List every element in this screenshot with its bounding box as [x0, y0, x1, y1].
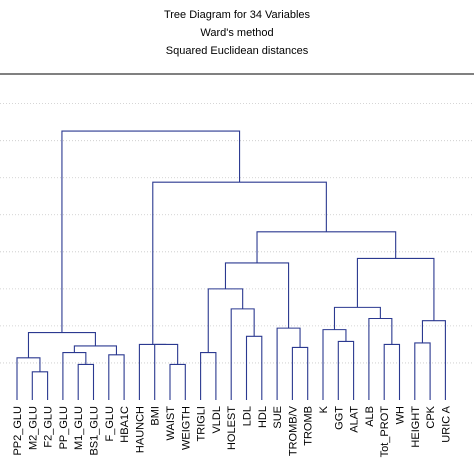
leaf-label: M2_GLU [27, 406, 39, 450]
dendrogram-links [16, 130, 446, 400]
dendrogram-link [256, 231, 397, 263]
leaf-label: LDL [242, 406, 254, 426]
dendrogram-link [337, 340, 355, 400]
chart-subtitle: Ward's method [200, 27, 274, 39]
dendrogram-link [77, 363, 95, 400]
leaf-label: WEIGTH [180, 406, 192, 450]
leaf-label: F2_GLU [43, 406, 55, 448]
dendrogram-link [414, 342, 431, 400]
dendrogram-link [421, 320, 446, 400]
dendrogram-link [383, 343, 401, 400]
dendrogram-link [224, 262, 290, 329]
dendrogram-link [138, 343, 167, 400]
dendrogram-link [62, 352, 87, 400]
dendrogram-link [322, 329, 347, 400]
grid-lines [0, 103, 474, 364]
leaf-label: TROMB [303, 406, 315, 446]
leaf-label: CPK [425, 405, 437, 428]
dendrogram-link [154, 343, 179, 400]
dendrogram-link [276, 327, 301, 400]
leaf-label: WH [395, 406, 407, 424]
leaf-label: BMI [150, 406, 162, 426]
leaf-label: HDL [257, 406, 269, 428]
dendrogram-link [230, 308, 255, 400]
dendrogram-link [61, 130, 241, 333]
leaf-label: TRIGLI [196, 406, 208, 441]
dendrogram-link [152, 181, 327, 345]
dendrogram-link [73, 345, 117, 355]
leaf-label: TROMB/V [287, 405, 299, 456]
leaf-label: ALAT [349, 406, 361, 433]
leaf-label: ALB [364, 406, 376, 427]
leaf-label: K [318, 405, 330, 413]
leaf-label: F_GLU [104, 406, 116, 442]
chart-title: Tree Diagram for 34 Variables [163, 9, 311, 21]
leaf-label: M1_GLU [73, 406, 85, 450]
dendrogram-link [356, 257, 435, 321]
leaf-label: BS1_GLU [89, 406, 101, 456]
leaf-label: VLDL [211, 406, 223, 434]
leaf-label: HOLEST [226, 406, 238, 450]
leaf-label: URIC A [440, 405, 452, 442]
leaf-labels: PP2_GLU M2_GLU F2_GLU PP_GLU M1_GLU BS1_GLU F_… [12, 405, 452, 457]
leaf-label: HAUNCH [134, 406, 146, 453]
leaf-label: SUE [272, 406, 284, 429]
dendrogram-link [200, 352, 217, 400]
leaf-label: HEIGHT [410, 406, 422, 448]
dendrogram-link [291, 346, 309, 400]
leaf-label: WAIST [165, 406, 177, 441]
dendrogram-link [169, 363, 186, 400]
dendrogram-link [368, 317, 393, 400]
dendrogram-link [31, 371, 49, 400]
leaf-label: Tot_PROT [379, 406, 391, 458]
dendrogram-link [245, 335, 263, 400]
leaf-label: GGT [333, 406, 345, 430]
leaf-label: PP_GLU [58, 406, 70, 449]
leaf-label: HBA1C [119, 406, 131, 443]
leaf-label: PP2_GLU [12, 406, 24, 456]
dendrogram-link [16, 357, 41, 400]
dendrogram-link [108, 354, 125, 400]
title-block: Tree Diagram for 34 Variables Ward's met… [0, 6, 474, 60]
dendrogram-link [207, 288, 244, 353]
chart-metric: Squared Euclidean distances [165, 45, 309, 57]
